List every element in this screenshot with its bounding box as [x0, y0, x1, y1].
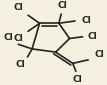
- Text: Cl: Cl: [57, 1, 67, 10]
- Text: Cl: Cl: [14, 35, 24, 44]
- Text: Cl: Cl: [3, 33, 13, 42]
- Text: Cl: Cl: [14, 3, 24, 12]
- Text: Cl: Cl: [94, 50, 104, 58]
- Text: Cl: Cl: [72, 75, 82, 84]
- Text: Cl: Cl: [81, 16, 91, 25]
- Text: Cl: Cl: [16, 60, 26, 69]
- Text: Cl: Cl: [88, 32, 97, 41]
